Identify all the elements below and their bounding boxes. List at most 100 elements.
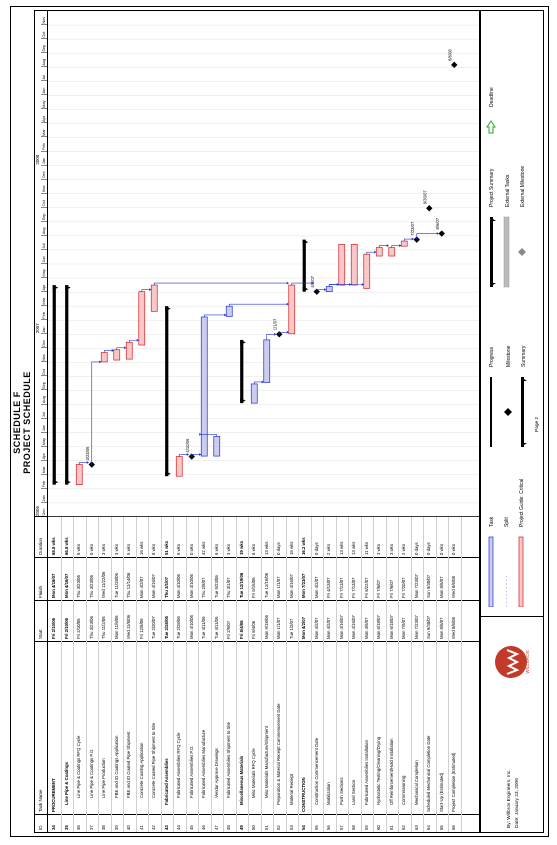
- table-row[interactable]: 39 FBE and ID Coatings Application Mon 11/…: [110, 517, 124, 832]
- dependency-link: [203, 314, 227, 317]
- row-duration: 68.8 wks: [51, 537, 56, 555]
- legend-task-swatch: [488, 536, 494, 607]
- legend-summary-label: Summary: [521, 345, 527, 367]
- row-start: Fri 8/4/06: [238, 620, 244, 639]
- legend-progress-swatch: [490, 377, 492, 447]
- table-row[interactable]: 48 Fabricated Assemblies Shipment to Site…: [223, 517, 237, 832]
- row-id: 34: [51, 825, 56, 830]
- table-row[interactable]: 58 Land Section Mon 4/16/07 Fri 7/13/07 13 w…: [348, 517, 362, 832]
- footer: By: Willbros Engineers, Inc. Date: Janua…: [480, 10, 544, 833]
- row-finish: Fri 7/13/07: [351, 577, 356, 598]
- row-start: Mon 4/16/07: [351, 615, 356, 639]
- table-row[interactable]: 42 Concrete Coated Pipe Shipment to Site T…: [148, 517, 162, 832]
- row-id: 50: [251, 825, 256, 830]
- row-start: Mon 7/9/07: [401, 617, 406, 640]
- table-row[interactable]: 63 Mechanical Completion Mon 7/23/07 Mon 7/…: [410, 517, 424, 832]
- dependency-link: [128, 339, 139, 343]
- table-row[interactable]: 66 Project Completion (Estimated) Wed 8/6/…: [448, 517, 462, 832]
- row-task-name: Commissioning: [401, 775, 406, 805]
- row-id: 46: [201, 825, 206, 830]
- legend-external-milestone-label: External Milestone: [520, 166, 526, 207]
- table-row[interactable]: 50 Misc Materials RFQ Cycle Fri 8/4/06 Fri …: [248, 517, 262, 832]
- row-id: 48: [226, 825, 231, 830]
- table-row[interactable]: 59 Fabricated Assemblies Installation Mon …: [360, 517, 374, 832]
- summary-bar-cap-left: [165, 471, 171, 477]
- row-finish: Fri 7/6/07: [388, 579, 394, 598]
- table-row[interactable]: 40 FBE and ID Coated Pipe Shipment Wed 11/…: [123, 517, 137, 832]
- table-row[interactable]: 43 Fabricated Assemblies Tue 2/28/06 Thu 3/…: [160, 517, 174, 832]
- row-finish: Fri 7/13/07: [338, 577, 344, 598]
- row-finish: Thu 3/23/06: [88, 575, 94, 598]
- row-task-name: Concrete Coating Application: [138, 742, 144, 798]
- gantt-table: ID Task Name Start Finish Duration 2006 2…: [34, 10, 480, 833]
- task-bar: [388, 247, 396, 257]
- summary-bar: [240, 339, 244, 404]
- summary-bar-cap-right: [65, 285, 71, 291]
- task-bar: [200, 316, 208, 457]
- row-task-name: Mechanical Completion: [413, 760, 419, 805]
- task-bar: [250, 383, 258, 404]
- table-row[interactable]: 64 Scheduled Mechanical Completion Date Su…: [423, 517, 437, 832]
- table-row[interactable]: 57 Push Sections Mon 4/16/07 Fri 7/13/07 13 …: [335, 517, 349, 832]
- table-row[interactable]: 49 Miscellaneous Materials Fri 8/4/06 Tue 1…: [235, 517, 249, 832]
- dependency-arrow: [149, 288, 152, 292]
- row-start: Mon 4/10/06: [188, 615, 194, 639]
- table-row[interactable]: 35 Line Pipe & Coatings Fri 2/10/06 Mon 4/1…: [60, 517, 74, 832]
- row-start: Tue 4/11/06: [213, 616, 219, 639]
- table-row[interactable]: 61 Off Reinforcement/Hold Installation Mon…: [385, 517, 399, 832]
- legend-project-summary-swatch: [490, 217, 493, 287]
- table-row[interactable]: 45 Fabricated Assemblies P.O. Mon 4/10/06 M…: [185, 517, 199, 832]
- row-finish: Thu 12/14/06: [126, 572, 131, 598]
- summary-bar-cap-right: [302, 239, 309, 245]
- task-bar: [175, 456, 183, 477]
- row-task-name: Line Pipe & Coatings P.O.: [88, 748, 94, 798]
- table-row[interactable]: 55 Construction Commencement Date Mon 4/2/…: [310, 517, 324, 832]
- dependency-link: [201, 434, 218, 437]
- row-duration: 2 wks: [326, 544, 331, 555]
- table-row[interactable]: 60 Hydrostatic Testing/Cleaning/Drying Mon…: [373, 517, 387, 832]
- table-row[interactable]: 62 Commissioning Mon 7/9/07 Fri 7/20/07 2 wk…: [398, 517, 412, 832]
- dependency-link: [253, 381, 264, 384]
- row-finish: Mon 8/6/07: [438, 576, 444, 599]
- table-row[interactable]: 51 Misc Materials Manufacture/Shipment Mon…: [260, 517, 274, 832]
- summary-bar: [52, 285, 56, 485]
- table-row[interactable]: 65 Start-Up (Estimated) Mon 8/6/07 Mon 8/6/…: [435, 517, 449, 832]
- table-row[interactable]: 46 Fabricated Assemblies Manufacture Tue 4…: [198, 517, 212, 832]
- table-row[interactable]: 36 Line Pipe & Coatings RFQ Cycle Fri 2/10…: [73, 517, 87, 832]
- milestone-label: 3/23/06: [85, 446, 90, 461]
- row-finish: Tue 5/23/06: [213, 575, 219, 598]
- dependency-arrow: [136, 338, 139, 342]
- row-finish: Mon 7/23/07: [301, 573, 306, 598]
- row-id: 61: [388, 825, 394, 830]
- table-row[interactable]: 54 CONSTRUCTION Mon 4/2/07 Mon 7/23/07 16.2 …: [298, 517, 312, 832]
- table-row[interactable]: 34 PROCUREMENT Fri 2/10/06 Mon 4/16/07 68.8 …: [48, 517, 62, 832]
- row-start: Mon 9/18/06: [263, 615, 269, 639]
- table-row[interactable]: 38 Line Pipe Production Thu 11/2/06 Wed 11/…: [98, 517, 112, 832]
- table-row[interactable]: 53 Material Receipt Tue 1/2/07 Mon 4/16/07 1…: [285, 517, 299, 832]
- row-finish: Fri 6/22/07: [363, 577, 369, 598]
- dependency-link: [416, 233, 439, 240]
- table-row[interactable]: 52 Preparation & Material Receipt Commenc…: [273, 517, 287, 832]
- row-finish: Mon 4/16/07: [63, 573, 69, 598]
- row-start: Mon 4/2/07: [326, 617, 331, 640]
- summary-bar: [302, 239, 306, 292]
- task-bar: [263, 339, 271, 383]
- row-start: Fri 2/10/06: [63, 617, 69, 639]
- dependency-link: [278, 331, 289, 335]
- task-bar: [125, 341, 133, 360]
- table-row[interactable]: 47 Vendor Approve Drawings Tue 4/11/06 Tue …: [210, 517, 224, 832]
- row-start: Tue 4/11/06: [201, 616, 206, 639]
- table-row[interactable]: 37 Line Pipe & Coatings P.O. Thu 3/23/06 Th…: [85, 517, 99, 832]
- table-row[interactable]: 44 Fabricated Assemblies RFQ Cycle Tue 2/2…: [173, 517, 187, 832]
- row-duration: 19 wks: [238, 540, 244, 555]
- table-row[interactable]: 56 Mobilization Mon 4/2/07 Fri 4/13/07 2 wks: [323, 517, 337, 832]
- dependency-arrow: [324, 288, 327, 292]
- row-id: 45: [188, 825, 194, 830]
- row-start: Wed 8/6/08: [451, 617, 456, 639]
- dependency-link: [391, 245, 402, 248]
- milestone-label: 4/10/06: [185, 438, 190, 453]
- table-row[interactable]: 41 Concrete Coating Application Fri 12/8/0…: [135, 517, 149, 832]
- row-start: Fri 2/10/06: [76, 618, 81, 639]
- row-task-name: Line Pipe & Coatings RFQ Cycle: [76, 735, 81, 798]
- row-task-name: Off Reinforcement/Hold Installation: [388, 738, 394, 805]
